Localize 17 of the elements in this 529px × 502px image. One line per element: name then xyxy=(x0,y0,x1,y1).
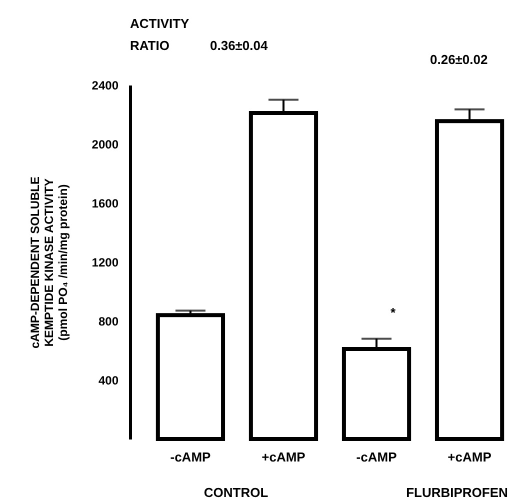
x-tick-label: -cAMP xyxy=(356,450,398,464)
text: ACTIVITY RATIO xyxy=(130,16,190,53)
y-axis-title: cAMP-DEPENDENT SOLUBLE KEMPTIDE KINASE ACTIVITY (pmol PO₄ /min/mg protein) xyxy=(28,176,70,349)
y-tick-label: 800 xyxy=(98,314,119,328)
y-tick-label: 400 xyxy=(98,374,119,388)
annotation: * xyxy=(390,305,396,320)
y-tick-label: 1200 xyxy=(92,256,119,270)
x-tick-label: +cAMP xyxy=(448,450,492,464)
y-tick-label: 2400 xyxy=(92,78,119,92)
text: FLURBIPROFEN xyxy=(406,485,508,500)
x-tick-label: +cAMP xyxy=(262,450,306,464)
text: 0.26±0.02 xyxy=(430,52,488,67)
x-tick-label: -cAMP xyxy=(170,450,212,464)
text: 0.36±0.04 xyxy=(210,38,269,53)
y-tick-label: 1600 xyxy=(92,196,119,210)
text: CONTROL xyxy=(204,485,268,500)
y-tick-label: 2000 xyxy=(92,138,119,152)
